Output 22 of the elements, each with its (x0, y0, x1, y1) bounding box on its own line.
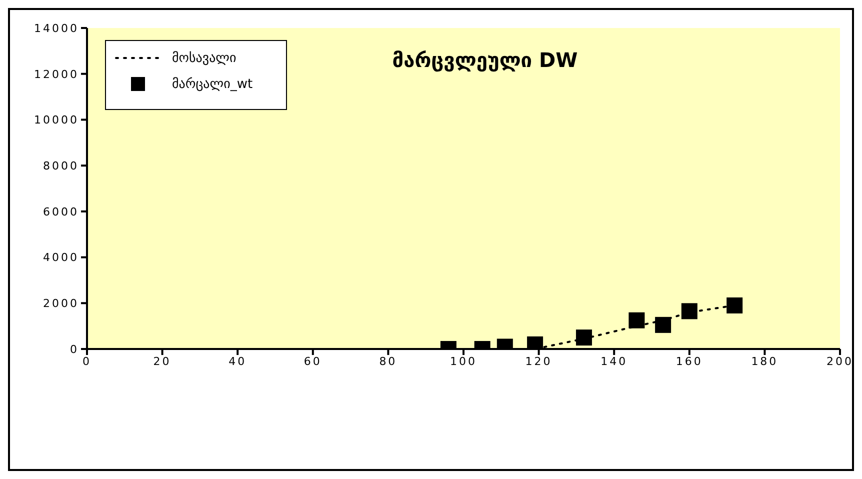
legend-label: მოსავალი (172, 50, 238, 66)
y-tick-label: 0 (70, 342, 79, 356)
y-tick-label: 14000 (34, 22, 79, 35)
text: მარცვლეული DW (392, 48, 578, 72)
y-tick-label: 10000 (34, 114, 79, 127)
y-tick-label: 8000 (43, 159, 79, 172)
x-tick-label: 20 (153, 354, 172, 368)
x-tick-label: 100 (450, 354, 477, 368)
x-tick-label: 80 (379, 354, 398, 368)
x-tick-label: 180 (751, 354, 778, 368)
x-tick-label: 40 (228, 354, 247, 368)
y-tick-label: 12000 (34, 68, 79, 81)
y-tick-label: 6000 (43, 205, 79, 218)
x-tick-label: 120 (525, 354, 552, 368)
x-tick-label: 60 (304, 354, 322, 368)
x-tick-label: 140 (600, 354, 628, 368)
x-tick-label: 160 (676, 354, 703, 368)
y-tick-label: 4000 (43, 251, 79, 264)
x-tick-label: 0 (82, 354, 92, 368)
x-tick-label: 200 (826, 354, 854, 368)
legend-label: მარცალი_wt (172, 76, 254, 92)
y-tick-label: 2000 (43, 297, 79, 310)
